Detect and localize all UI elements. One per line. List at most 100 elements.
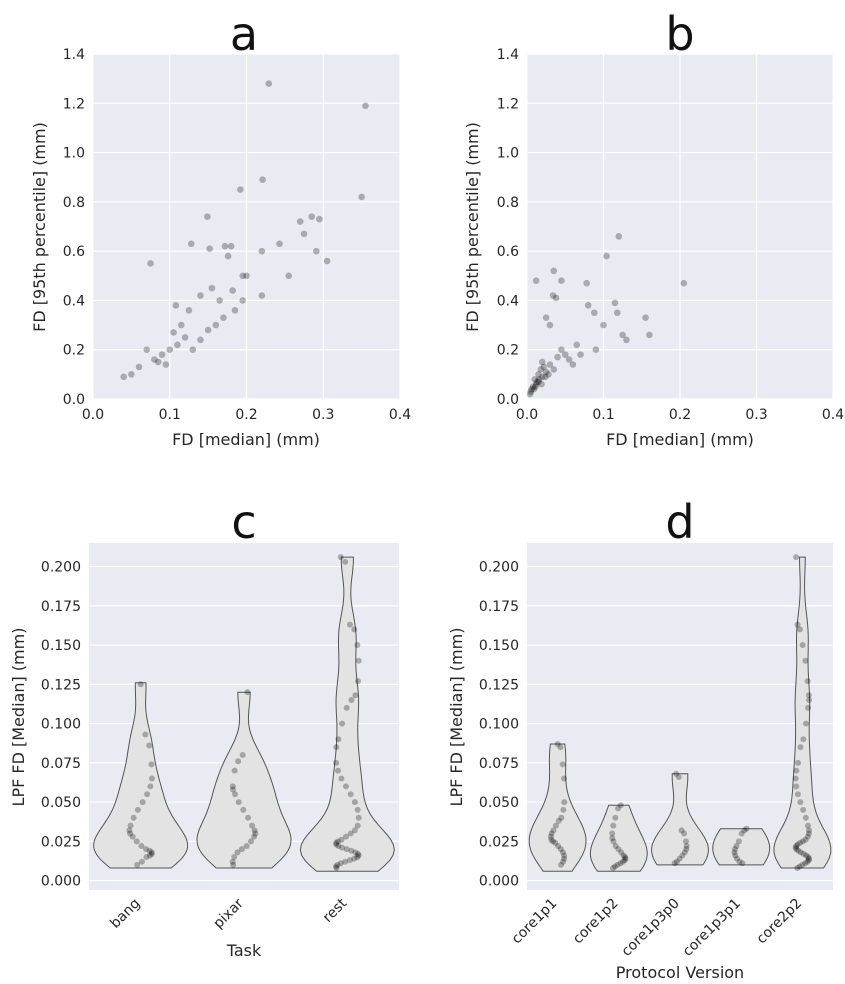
- data-point: [313, 247, 320, 255]
- panel-a-y-tick-label: 0.8: [63, 195, 85, 211]
- data-point: [134, 861, 141, 868]
- data-point: [800, 736, 807, 743]
- data-point: [532, 380, 540, 388]
- data-point: [354, 822, 361, 829]
- panel-a-x-tick-label: 0.3: [312, 407, 334, 423]
- data-point: [285, 272, 293, 280]
- data-point: [552, 294, 560, 302]
- panel-a-y-tick-label: 1.4: [63, 47, 85, 63]
- data-point: [185, 306, 193, 314]
- panel-b-x-label: FD [median] (mm): [606, 430, 754, 449]
- data-point: [620, 852, 627, 859]
- data-point: [731, 849, 738, 856]
- data-point: [249, 822, 256, 829]
- data-point: [354, 806, 361, 813]
- panel-b-y-tick-label: 1.4: [497, 47, 519, 63]
- data-point: [675, 773, 682, 780]
- data-point: [793, 767, 800, 774]
- data-point: [683, 843, 690, 850]
- data-point: [120, 373, 127, 381]
- panel-d-y-tick-label: 0.000: [479, 874, 519, 890]
- data-point: [206, 245, 213, 252]
- data-point: [166, 346, 174, 354]
- violin-core1p3p1: [712, 828, 771, 866]
- panel-a-x-label: FD [median] (mm): [172, 430, 320, 449]
- data-point: [679, 852, 686, 859]
- data-point: [355, 814, 362, 821]
- data-point: [238, 846, 245, 853]
- data-point: [797, 849, 804, 856]
- data-point: [569, 361, 577, 368]
- panel-b-x-tick-label: 0.4: [822, 407, 844, 423]
- data-point: [794, 791, 801, 798]
- data-point: [146, 742, 153, 749]
- data-point: [358, 193, 365, 201]
- data-point: [792, 844, 799, 851]
- data-point: [804, 678, 811, 685]
- data-point: [559, 761, 566, 768]
- data-point: [554, 740, 561, 747]
- data-point: [143, 854, 150, 861]
- panel-d-y-ticks: 0.000 0.025 0.050 0.075 0.100 0.125 0.150 0.175…: [479, 560, 519, 890]
- panel-b-y-tick-label: 0.2: [497, 343, 519, 359]
- x-tick-label-core2p2: core2p2: [754, 896, 806, 948]
- data-point: [258, 247, 266, 255]
- data-point: [806, 827, 813, 834]
- data-point: [738, 830, 745, 837]
- data-point: [237, 186, 244, 193]
- data-point: [204, 326, 212, 334]
- panel-c-violins: [93, 556, 395, 872]
- data-point: [133, 838, 140, 845]
- data-point: [799, 861, 806, 868]
- panel-c-y-tick-label: 0.150: [41, 638, 81, 654]
- data-point: [550, 267, 558, 275]
- data-point: [333, 863, 340, 870]
- panel-d-label: d: [665, 495, 694, 549]
- data-point: [348, 697, 355, 704]
- data-point: [342, 858, 349, 865]
- data-point: [546, 321, 554, 329]
- data-point: [347, 830, 354, 837]
- data-point: [549, 838, 556, 845]
- data-point: [529, 383, 537, 390]
- data-point: [235, 799, 242, 806]
- data-point: [583, 279, 590, 287]
- data-point: [354, 850, 361, 857]
- data-point: [609, 835, 616, 842]
- data-point: [342, 783, 349, 790]
- data-point: [555, 843, 562, 850]
- data-point: [681, 830, 688, 837]
- data-point: [558, 814, 565, 821]
- data-point: [333, 759, 340, 766]
- panel-c-x-label: Task: [226, 941, 262, 960]
- data-point: [227, 242, 235, 250]
- data-point: [617, 802, 624, 809]
- violin-rest: [299, 556, 395, 872]
- data-point: [137, 681, 144, 688]
- panel-b-points: [526, 233, 688, 398]
- data-point: [234, 849, 241, 856]
- violin-core1p3p0: [651, 773, 709, 866]
- data-point: [547, 833, 554, 840]
- data-point: [296, 218, 304, 225]
- data-point: [181, 334, 189, 341]
- x-tick-label-core1p1: core1p1: [509, 896, 561, 948]
- data-point: [619, 331, 626, 339]
- data-point: [343, 846, 350, 853]
- data-point: [623, 336, 630, 344]
- data-point: [802, 720, 809, 727]
- data-point: [333, 865, 340, 872]
- data-point: [732, 852, 739, 859]
- data-point: [146, 852, 153, 859]
- panel-a-x-tick-label: 0.0: [82, 407, 104, 423]
- data-point: [733, 855, 740, 862]
- panel-b-label: b: [665, 7, 694, 61]
- data-point: [343, 704, 350, 711]
- data-point: [731, 846, 738, 853]
- data-point: [535, 371, 542, 378]
- panel-b-gridlines: [526, 53, 834, 400]
- data-point: [342, 833, 349, 840]
- panel-a-x-tick-label: 0.1: [159, 407, 181, 423]
- data-point: [548, 830, 555, 837]
